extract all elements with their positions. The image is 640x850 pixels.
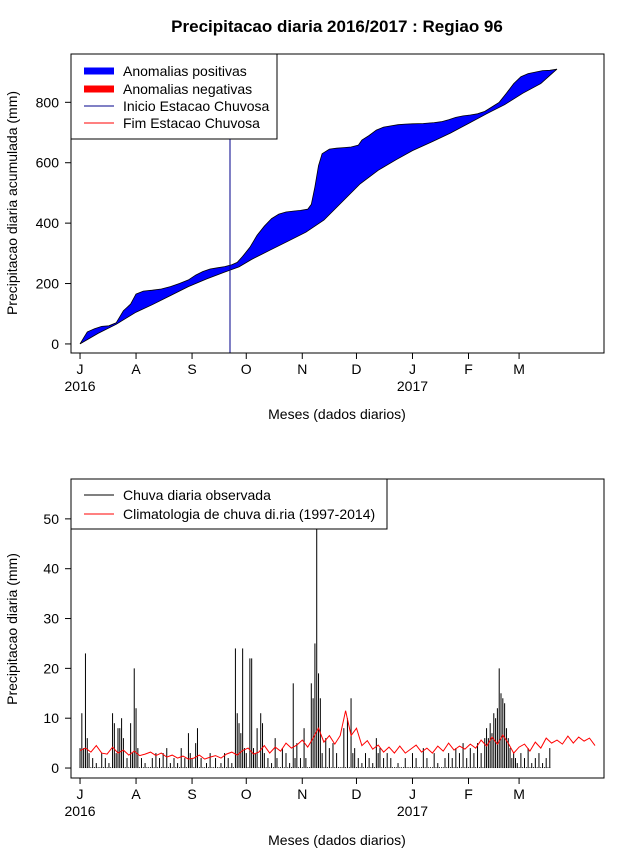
legend-negative-label: Anomalias negativas: [123, 81, 252, 97]
bottom-year-label: 2017: [397, 803, 428, 819]
top-x-axis-label: Meses (dados diarios): [268, 406, 406, 422]
legend-season-start-label: Inicio Estacao Chuvosa: [123, 98, 270, 114]
bottom-month-label: O: [241, 786, 252, 802]
bottom-month-label: M: [513, 786, 525, 802]
top-month-label: A: [131, 361, 141, 377]
top-year-label: 2016: [64, 378, 95, 394]
legend-season-end-label: Fim Estacao Chuvosa: [123, 115, 260, 131]
bottom-y-axis-label: Precipitacao diaria (mm): [4, 553, 20, 705]
top-month-label: J: [409, 361, 416, 377]
top-y-axis: 0 200 400 600 800: [36, 94, 71, 352]
bottom-ytick-label: 0: [51, 760, 59, 776]
daily-rain-bars-layer: [79, 518, 551, 769]
observed-cumulative-line: [79, 68, 558, 345]
bottom-ytick-label: 30: [43, 611, 59, 627]
daily-precipitation-panel: 0 10 20 30 40 50 J A S O N D J F M 2016 2017 Meses (dad…: [4, 478, 605, 848]
top-y-axis-label: Precipitacao diaria acumulada (mm): [4, 91, 20, 315]
bottom-legend: Chuva diaria observada Climatologia de c…: [70, 478, 388, 530]
bottom-legend-box: [70, 478, 388, 530]
top-month-label: J: [77, 361, 84, 377]
legend-positive-label: Anomalias positivas: [123, 63, 247, 79]
bottom-year-label: 2016: [64, 803, 95, 819]
bottom-month-label: J: [77, 786, 84, 802]
bottom-month-label: F: [464, 786, 473, 802]
cumulative-precipitation-panel: Precipitacao diaria 2016/2017 : Regiao 9…: [4, 17, 605, 422]
top-month-label: O: [241, 361, 252, 377]
top-ytick-label: 400: [36, 215, 60, 231]
bottom-ytick-label: 40: [43, 561, 59, 577]
cumulative-lines-layer: [79, 68, 558, 345]
legend-climatology-label: Climatologia de chuva di.ria (1997-2014): [123, 506, 375, 522]
top-year-label: 2017: [397, 378, 428, 394]
top-month-label: M: [513, 361, 525, 377]
bottom-x-axis: J A S O N D J F M 2016 2017: [64, 778, 525, 819]
top-plot-frame: [70, 53, 605, 354]
bottom-month-label: J: [409, 786, 416, 802]
positive-anomaly-area: [80, 69, 557, 344]
bottom-ytick-label: 10: [43, 710, 59, 726]
top-ytick-label: 600: [36, 155, 60, 171]
top-month-label: N: [297, 361, 307, 377]
legend-observed-label: Chuva diaria observada: [123, 487, 271, 503]
climatology-line: [79, 710, 596, 760]
bottom-x-axis-label: Meses (dados diarios): [268, 832, 406, 848]
climatology-cumulative-line: [79, 68, 558, 345]
top-month-label: F: [464, 361, 473, 377]
bottom-month-label: S: [187, 786, 196, 802]
anomaly-fill-layer: [80, 69, 557, 344]
chart-title: Precipitacao diaria 2016/2017 : Regiao 9…: [171, 17, 503, 36]
bottom-y-axis: 0 10 20 30 40 50: [43, 511, 71, 776]
top-ytick-label: 200: [36, 276, 60, 292]
top-x-axis: J A S O N D J F M 2016 2017: [64, 353, 525, 394]
bottom-ytick-label: 50: [43, 511, 59, 527]
top-month-label: S: [187, 361, 196, 377]
bottom-ytick-label: 20: [43, 660, 59, 676]
bottom-month-label: A: [131, 786, 141, 802]
bottom-month-label: N: [297, 786, 307, 802]
top-ytick-label: 0: [51, 336, 59, 352]
top-legend: Anomalias positivas Anomalias negativas …: [70, 53, 278, 140]
top-ytick-label: 800: [36, 94, 60, 110]
top-month-label: D: [351, 361, 361, 377]
bottom-month-label: D: [351, 786, 361, 802]
